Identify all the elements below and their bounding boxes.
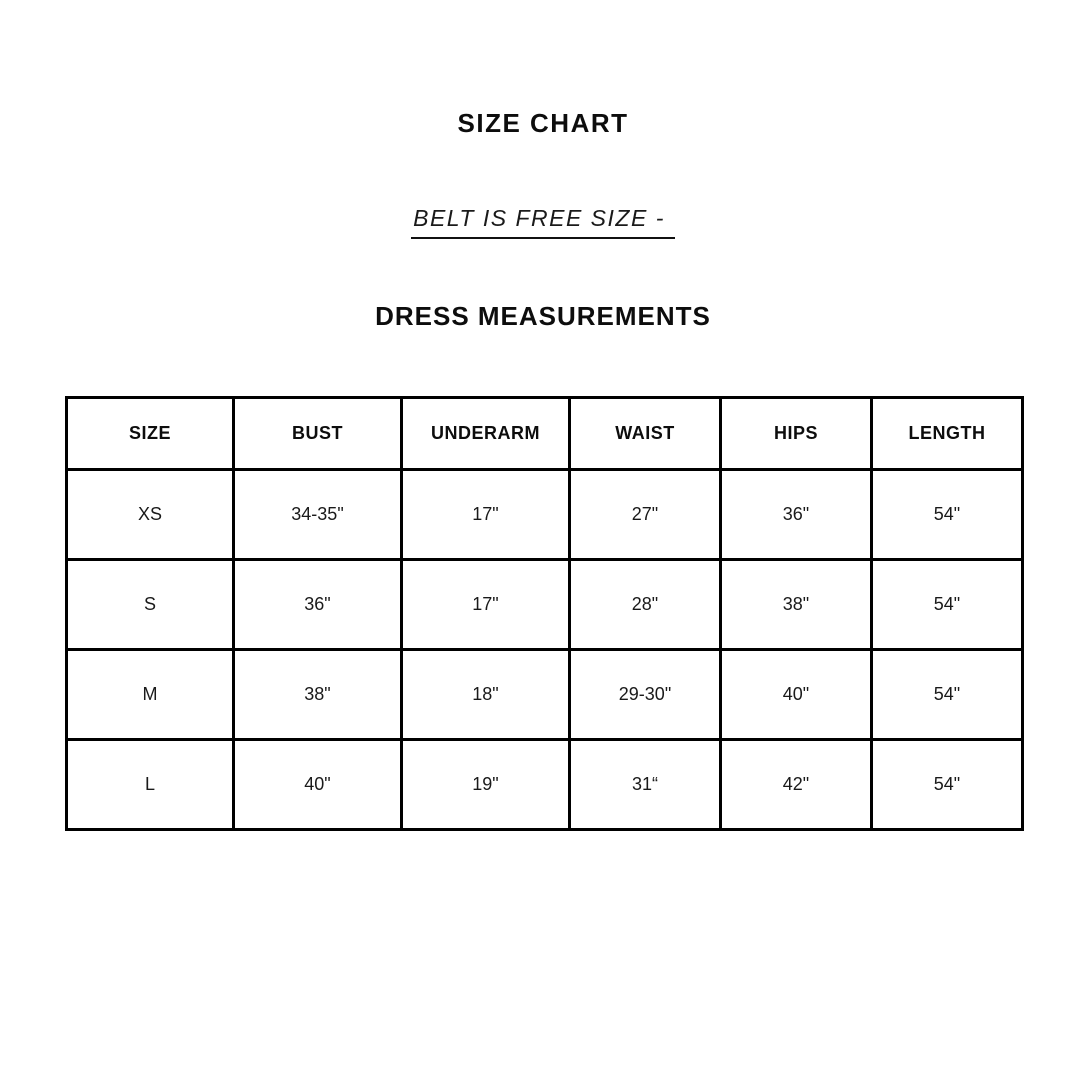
belt-free-size-note: BELT IS FREE SIZE -: [411, 205, 675, 239]
cell-xs-size: XS: [65, 468, 235, 561]
column-header-length: LENGTH: [870, 396, 1024, 471]
cell-s-length: 54": [870, 558, 1024, 651]
cell-m-underarm: 18": [400, 648, 571, 741]
cell-l-length: 54": [870, 738, 1024, 831]
cell-l-waist: 31“: [568, 738, 722, 831]
table-row-l: L 40" 19" 31“ 42" 54": [65, 738, 1024, 831]
cell-xs-length: 54": [870, 468, 1024, 561]
column-header-hips: HIPS: [719, 396, 873, 471]
cell-l-underarm: 19": [400, 738, 571, 831]
cell-m-waist: 29-30": [568, 648, 722, 741]
cell-xs-bust: 34-35": [232, 468, 403, 561]
cell-xs-hips: 36": [719, 468, 873, 561]
table-header-row: SIZE BUST UNDERARM WAIST HIPS LENGTH: [65, 396, 1024, 471]
cell-m-hips: 40": [719, 648, 873, 741]
cell-s-underarm: 17": [400, 558, 571, 651]
cell-s-size: S: [65, 558, 235, 651]
section-heading: DRESS MEASUREMENTS: [375, 301, 711, 331]
cell-xs-waist: 27": [568, 468, 722, 561]
cell-m-bust: 38": [232, 648, 403, 741]
column-header-waist: WAIST: [568, 396, 722, 471]
subtitle-container: BELT IS FREE SIZE -: [65, 205, 1021, 239]
cell-s-bust: 36": [232, 558, 403, 651]
column-header-size: SIZE: [65, 396, 235, 471]
cell-m-size: M: [65, 648, 235, 741]
cell-m-length: 54": [870, 648, 1024, 741]
page-title: SIZE CHART: [457, 108, 629, 138]
table-row-s: S 36" 17" 28" 38" 54": [65, 558, 1024, 651]
cell-s-waist: 28": [568, 558, 722, 651]
cell-l-bust: 40": [232, 738, 403, 831]
cell-xs-underarm: 17": [400, 468, 571, 561]
column-header-underarm: UNDERARM: [400, 396, 571, 471]
column-header-bust: BUST: [232, 396, 403, 471]
cell-l-hips: 42": [719, 738, 873, 831]
table-row-xs: XS 34-35" 17" 27" 36" 54": [65, 468, 1024, 561]
cell-s-hips: 38": [719, 558, 873, 651]
size-measurements-table: SIZE BUST UNDERARM WAIST HIPS LENGTH XS …: [65, 396, 1024, 831]
cell-l-size: L: [65, 738, 235, 831]
table-row-m: M 38" 18" 29-30" 40" 54": [65, 648, 1024, 741]
